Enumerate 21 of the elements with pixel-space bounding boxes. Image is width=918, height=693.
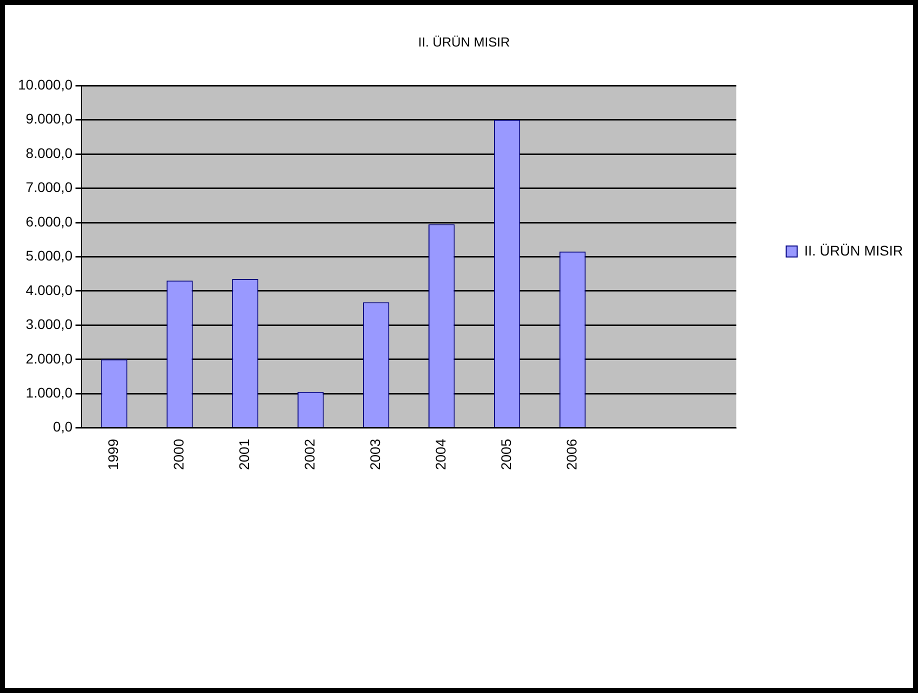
y-tick-label: 10.000,0 <box>18 76 73 92</box>
chart-title: II. ÜRÜN MISIR <box>418 34 510 50</box>
y-tick-label: 1.000,0 <box>26 384 73 400</box>
x-tick-label: 2006 <box>563 438 580 470</box>
x-tick-label: 2001 <box>236 438 252 470</box>
x-tick-label: 2004 <box>432 438 448 470</box>
x-tick-label: 2000 <box>170 438 187 470</box>
x-tick-label: 2002 <box>302 438 318 470</box>
y-tick-label: 2.000,0 <box>26 350 73 366</box>
x-tick-label: 1999 <box>105 438 122 470</box>
x-tick-label: 2003 <box>366 438 383 470</box>
y-tick-label: 7.000,0 <box>26 179 73 196</box>
y-tick-label: 4.000,0 <box>26 282 73 298</box>
y-tick-label: 6.000,0 <box>26 213 73 230</box>
y-tick-label: 9.000,0 <box>26 110 73 127</box>
y-tick-label: 5.000,0 <box>26 248 73 264</box>
y-tick-label: 3.000,0 <box>26 316 73 332</box>
y-tick-label: 0,0 <box>53 418 73 435</box>
y-tick-label: 8.000,0 <box>26 144 73 161</box>
legend-label: II. ÜRÜN MISIR <box>804 242 903 258</box>
x-tick-label: 2005 <box>498 438 514 470</box>
